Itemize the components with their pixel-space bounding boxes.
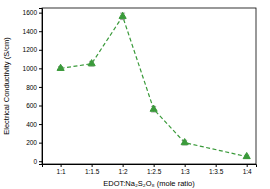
y-tick-mark <box>39 31 42 32</box>
y-tick-mark <box>39 87 42 88</box>
x-tick: 1:3 <box>181 164 190 175</box>
x-tick-label: 1:4 <box>243 168 252 175</box>
y-tick: 1400 <box>23 28 42 35</box>
x-axis: 1:1 1:1.5 1:2 1:2.5 1:3 1:3.5 1:4 <box>43 164 257 175</box>
y-tick-mark <box>39 161 42 162</box>
x-tick: 1:2.5 <box>147 164 162 175</box>
x-tick-mark <box>247 164 248 167</box>
y-axis-title: Electrical Conductivity (S/cm) <box>2 37 11 135</box>
y-tick-mark <box>39 68 42 69</box>
y-tick: 200 <box>26 139 42 146</box>
x-tick-label: 1:1 <box>57 168 66 175</box>
x-tick-mark <box>185 164 186 167</box>
plot-area <box>57 12 250 158</box>
x-tick: 1:1 <box>57 164 66 175</box>
y-tick-mark <box>39 50 42 51</box>
data-point <box>243 152 250 158</box>
y-tick-label: 600 <box>26 102 37 109</box>
x-tick-mark <box>92 164 93 167</box>
x-tick: 1:4 <box>243 164 252 175</box>
y-tick-mark <box>39 106 42 107</box>
data-point <box>57 64 64 70</box>
y-tick: 400 <box>26 121 42 128</box>
y-axis-line <box>39 9 43 165</box>
x-tick-mark <box>154 164 155 167</box>
x-tick-mark <box>123 164 124 167</box>
x-tick: 1:1.5 <box>85 164 100 175</box>
x-tick-label: 1:1.5 <box>85 168 100 175</box>
x-tick-label: 1:2 <box>119 168 128 175</box>
y-tick: 600 <box>26 102 42 109</box>
x-tick-label: 1:3.5 <box>209 168 224 175</box>
plot-frame <box>42 8 256 164</box>
y-tick-label: 400 <box>26 121 37 128</box>
data-point <box>150 105 157 111</box>
y-axis: 0 200 400 600 800 1000 1200 1400 1600 <box>23 9 43 165</box>
x-tick-mark <box>61 164 62 167</box>
y-tick: 800 <box>26 84 42 91</box>
data-line <box>61 16 247 156</box>
y-tick: 1000 <box>23 65 42 72</box>
x-tick-label: 1:2.5 <box>147 168 162 175</box>
x-tick: 1:3.5 <box>209 164 224 175</box>
chart: 1:1 1:1.5 1:2 1:2.5 1:3 1:3.5 1:4 0 200 400 600 800… <box>0 0 270 189</box>
x-tick: 1:2 <box>119 164 128 175</box>
y-tick-label: 1600 <box>23 9 38 16</box>
y-tick-mark <box>39 13 42 14</box>
x-axis-title: EDOT:Na₂S₂O₈ (mole ratio) <box>103 179 195 188</box>
data-point <box>181 139 188 145</box>
data-point <box>119 12 126 18</box>
y-tick-label: 1200 <box>23 46 38 53</box>
y-tick-mark <box>39 143 42 144</box>
y-tick: 0 <box>33 158 42 165</box>
y-tick-label: 800 <box>26 84 37 91</box>
y-tick: 1200 <box>23 46 42 53</box>
x-tick-label: 1:3 <box>181 168 190 175</box>
y-tick-label: 1400 <box>23 28 38 35</box>
y-tick-label: 1000 <box>23 65 38 72</box>
x-tick-mark <box>216 164 217 167</box>
y-tick-mark <box>39 124 42 125</box>
y-tick-label: 200 <box>26 139 37 146</box>
y-tick: 1600 <box>23 9 42 16</box>
data-point <box>88 60 95 66</box>
y-tick-label: 0 <box>33 158 37 165</box>
